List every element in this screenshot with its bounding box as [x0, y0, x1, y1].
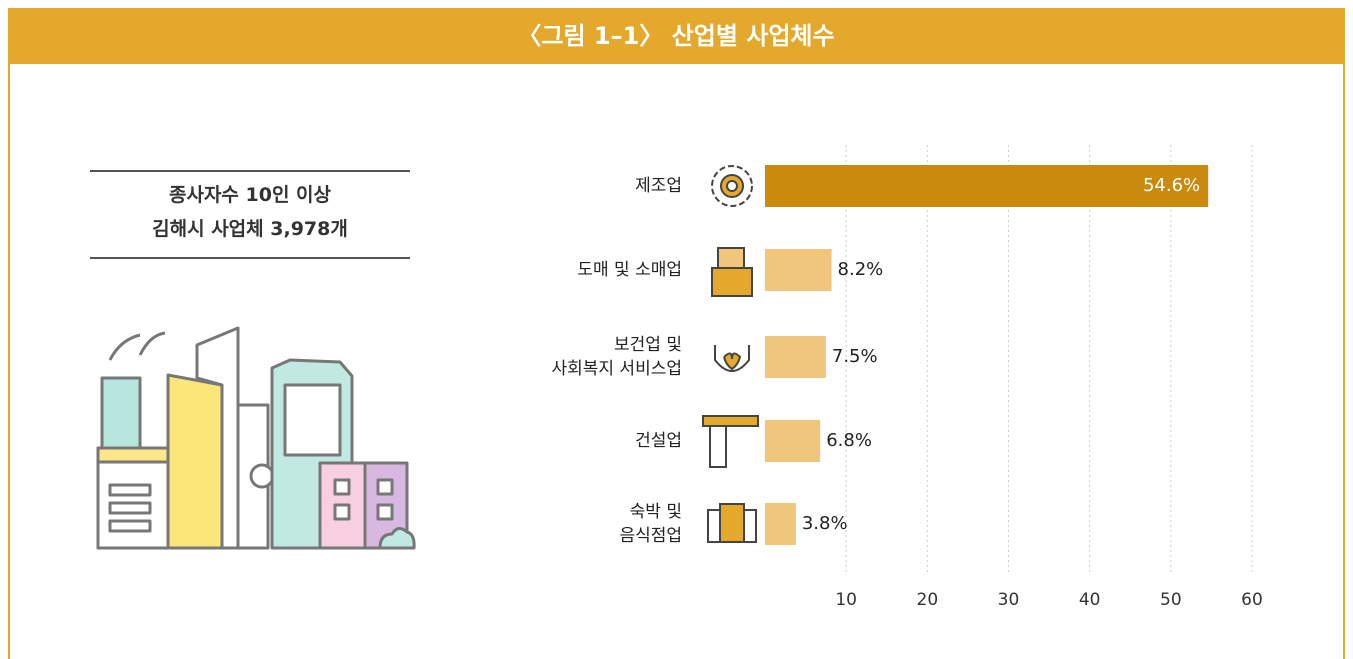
- category-label: 건설업: [462, 429, 682, 453]
- bar: [765, 420, 820, 462]
- bar: [765, 165, 1208, 207]
- city-illustration: [98, 328, 414, 548]
- category-label: 도매 및 소매업: [462, 258, 682, 282]
- icons: [703, 166, 758, 542]
- chart: 〈그림 1–1〉 산업별 사업체수 10 20 30 40 50 60 54.6% 8.2% 7…: [0, 0, 1353, 659]
- value-label: 8.2%: [838, 259, 884, 280]
- category-label: 보건업 및 사회복지 서비스업: [462, 333, 682, 381]
- x-tick-label: 50: [1160, 590, 1182, 610]
- bar: [765, 503, 796, 545]
- value-label: 3.8%: [802, 513, 848, 534]
- x-tick-label: 30: [998, 590, 1020, 610]
- summary-line: 김해시 사업체 3,978개: [90, 214, 410, 241]
- category-label: 제조업: [462, 174, 682, 198]
- x-tick-label: 20: [917, 590, 939, 610]
- bar: [765, 336, 826, 378]
- x-tick-label: 10: [835, 590, 857, 610]
- summary-line: 종사자수 10인 이상: [90, 180, 410, 207]
- category-label: 숙박 및 음식점업: [462, 500, 682, 548]
- x-tick-label: 40: [1079, 590, 1101, 610]
- chart-title: 〈그림 1–1〉 산업별 사업체수: [517, 22, 834, 50]
- value-label: 6.8%: [826, 430, 872, 451]
- value-label: 7.5%: [832, 346, 878, 367]
- x-tick-label: 60: [1241, 590, 1263, 610]
- page: 〈그림 1–1〉 산업별 사업체수 10 20 30 40 50 60 54.6% 8.2% 7…: [0, 0, 1353, 659]
- bar: [765, 249, 832, 291]
- value-label: 54.6%: [1143, 175, 1200, 196]
